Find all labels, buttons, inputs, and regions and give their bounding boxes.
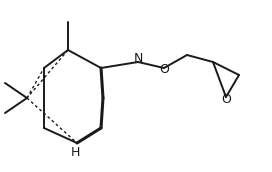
Text: O: O [221, 93, 231, 105]
Text: N: N [133, 51, 143, 64]
Text: O: O [159, 62, 169, 76]
Text: H: H [70, 147, 80, 159]
